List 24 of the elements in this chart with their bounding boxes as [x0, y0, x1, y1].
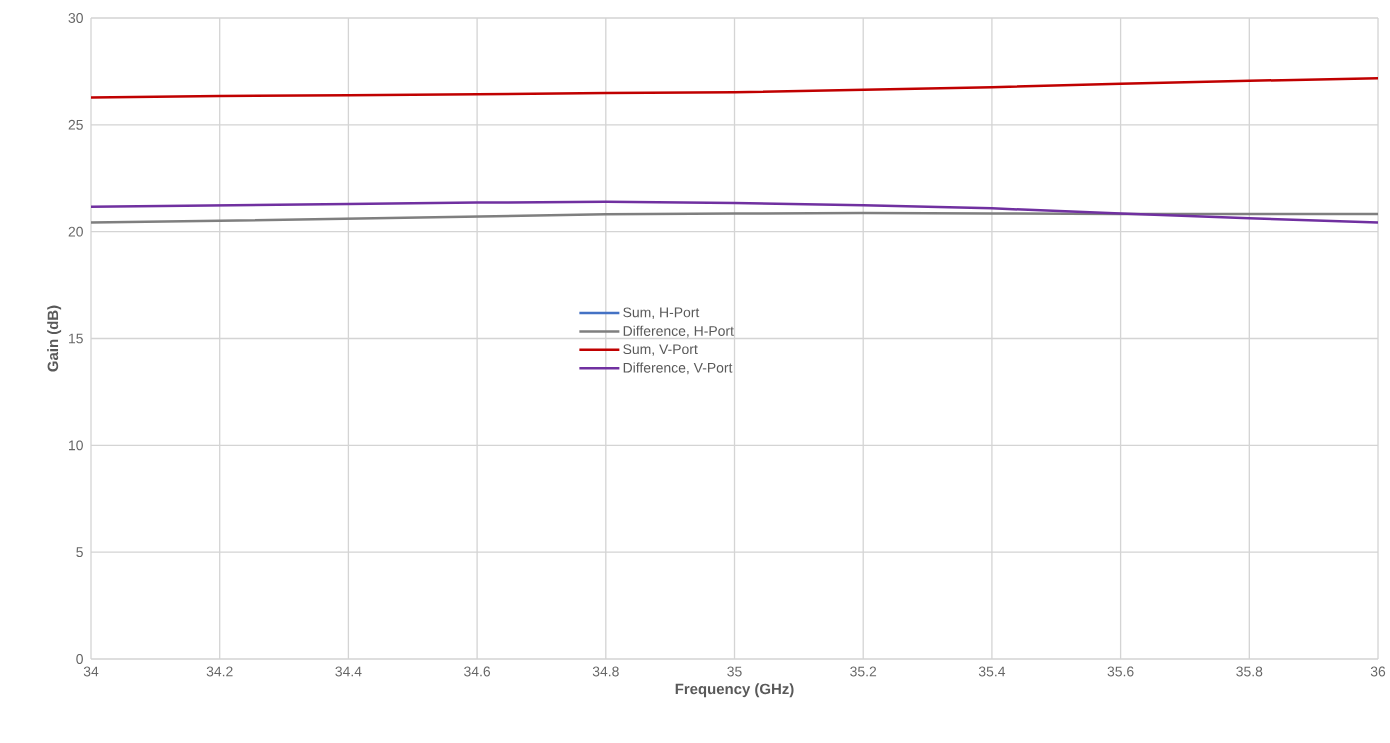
x-tick-label: 34.4 — [335, 666, 362, 677]
legend-label: Difference, V-Port — [623, 362, 733, 375]
y-axis-title: Gain (dB) — [47, 305, 62, 372]
x-tick-label: 34.8 — [592, 666, 619, 677]
x-axis-title: Frequency (GHz) — [675, 683, 794, 698]
y-tick-label: 30 — [68, 13, 83, 23]
y-tick-label: 15 — [69, 333, 83, 344]
x-tick-label: 34.6 — [464, 666, 491, 677]
legend-label: Sum, V-Port — [623, 344, 698, 356]
x-tick-label: 36 — [1370, 666, 1386, 677]
x-tick-label: 35.6 — [1107, 666, 1134, 677]
x-tick-label: 35 — [727, 666, 742, 677]
y-tick-label: 25 — [68, 119, 83, 130]
legend-label: Sum, H-Port — [623, 307, 700, 319]
y-tick-label: 0 — [76, 654, 83, 664]
x-tick-label: 34.2 — [206, 666, 233, 677]
y-tick-label: 5 — [76, 547, 83, 558]
legend-label: Difference, H-Port — [623, 325, 734, 338]
y-tick-label: 10 — [69, 440, 83, 451]
x-tick-label: 34 — [83, 666, 99, 677]
x-tick-label: 35.4 — [978, 666, 1006, 677]
x-tick-label: 35.8 — [1236, 666, 1263, 677]
x-tick-label: 35.2 — [850, 666, 877, 677]
y-tick-label: 20 — [68, 226, 83, 237]
